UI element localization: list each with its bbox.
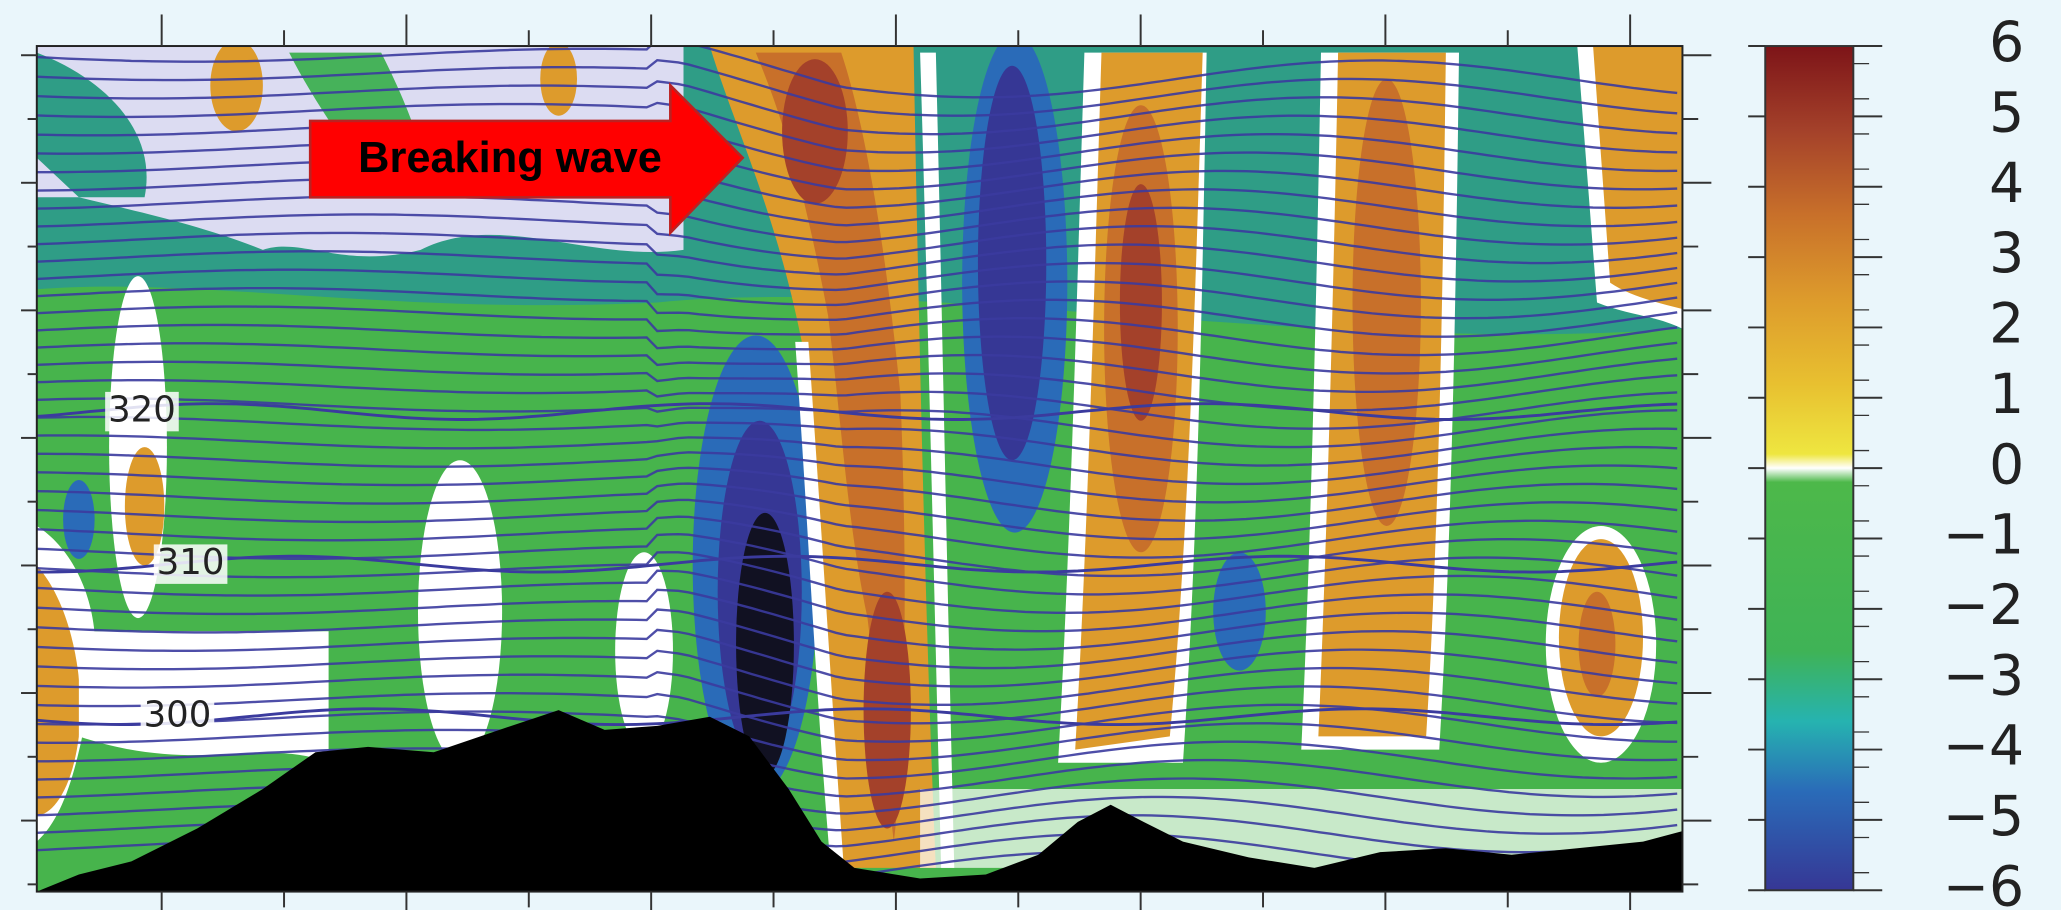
colorbar-label: −4 [1943,715,2024,779]
figure: 300 310 320 Breaking wave −6 −5−4 −3−2−1 012 3… [0,0,2061,910]
colorbar-label: −6 [1943,855,2024,910]
red-band [1353,79,1421,526]
colorbar-label: −1 [1943,504,2024,568]
colorbar-label: −2 [1943,574,2024,638]
colorbar-label: −3 [1943,644,2024,708]
dark-red-core [782,59,848,204]
color-field [37,33,1683,892]
colorbar [1765,46,1853,890]
annotation-text: Breaking wave [358,134,662,182]
contour-label: 320 [108,390,176,431]
colorbar-label: 1 [1989,363,2024,427]
colorbar-label: 4 [1989,152,2024,216]
contour-label: 300 [144,695,212,736]
orange-blob [210,39,263,131]
contour-label: 310 [157,542,225,583]
colorbar-label: −5 [1943,785,2024,849]
colorbar-label: 3 [1989,222,2024,286]
colorbar-label: 0 [1989,433,2024,497]
colorbar-label: 2 [1989,293,2024,357]
dark-blue-region [978,66,1046,461]
colorbar-label: 6 [1989,11,2024,75]
colorbar-label: 5 [1989,81,2024,145]
